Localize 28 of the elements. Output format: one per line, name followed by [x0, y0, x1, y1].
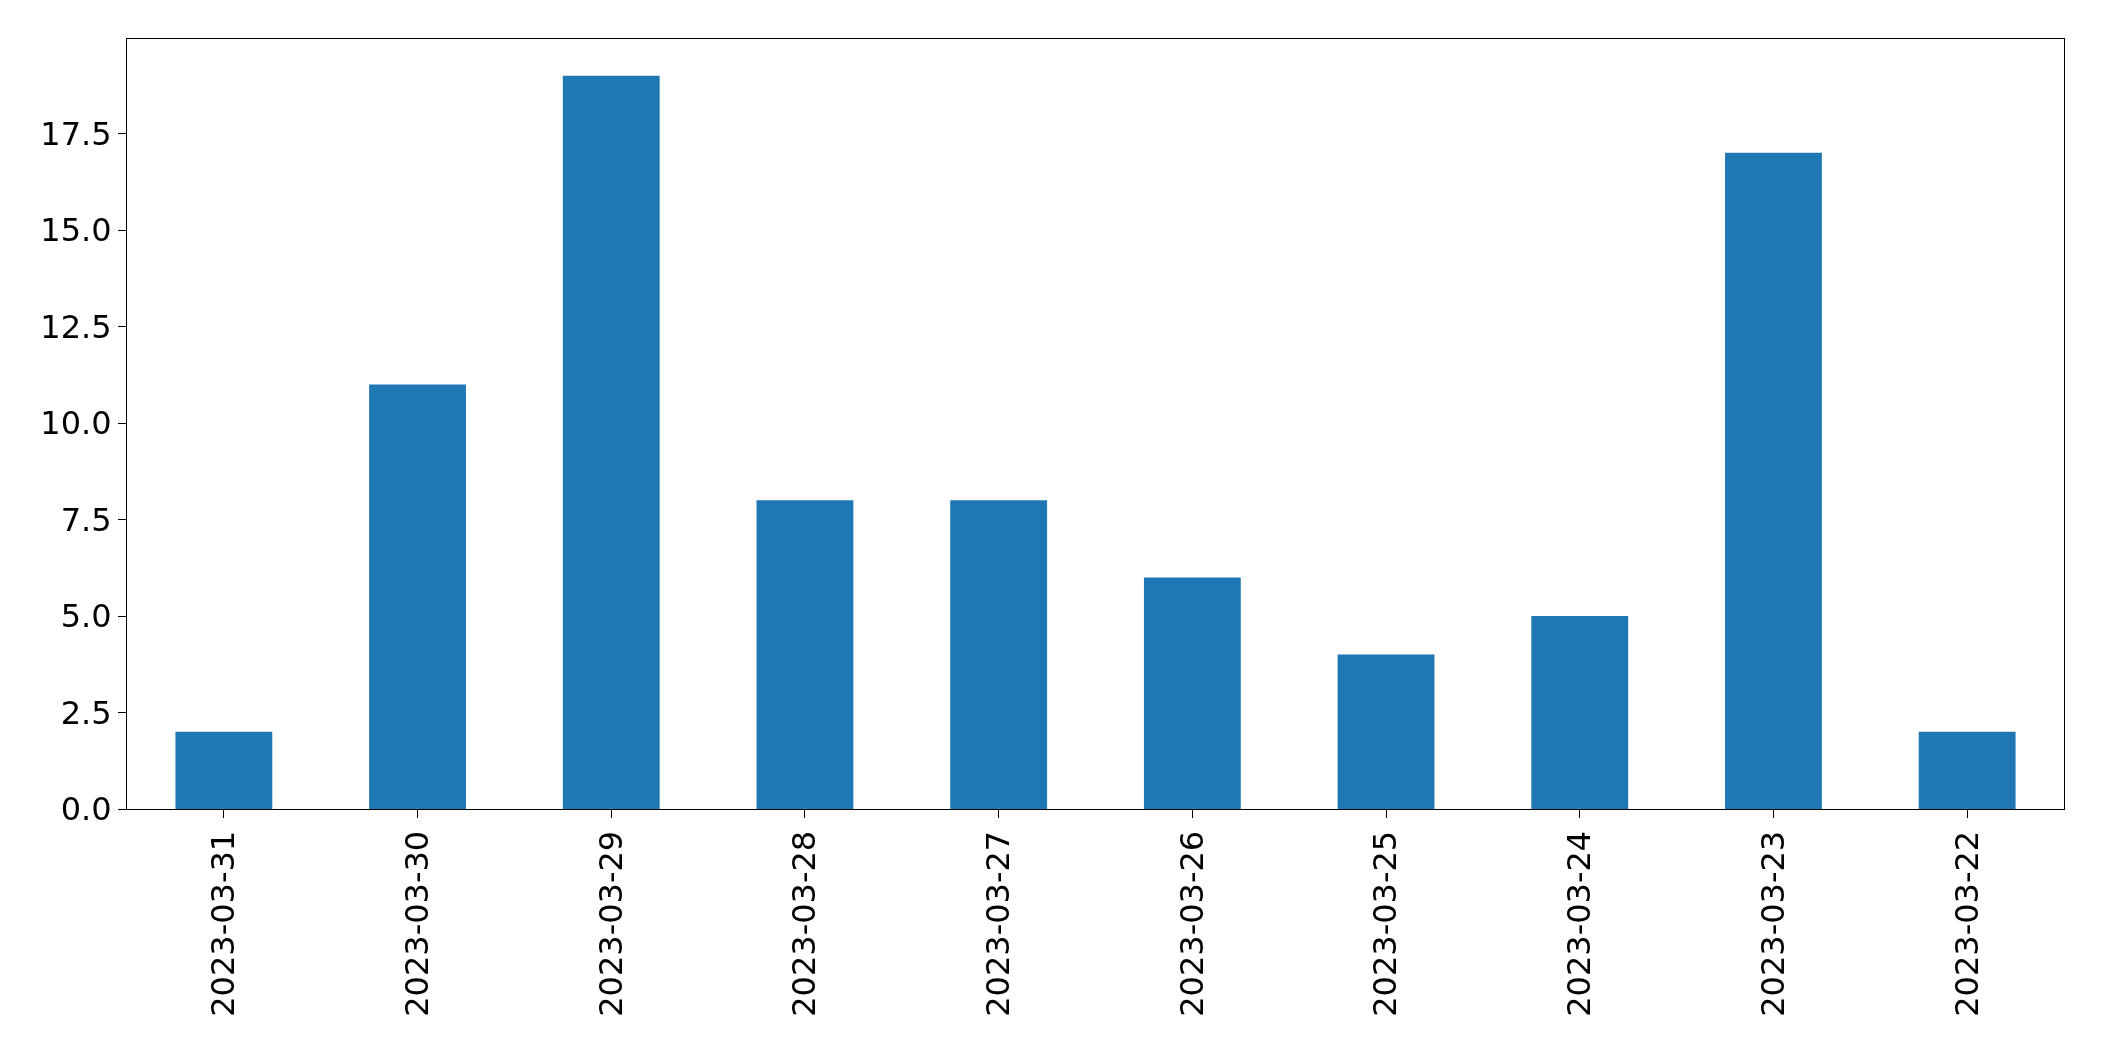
bar: [1143, 577, 1241, 809]
x-tick-label: 2023-03-31: [204, 830, 243, 1017]
y-tick-label: 5.0: [60, 597, 112, 636]
y-tick-label: 12.5: [40, 307, 112, 346]
bar: [1531, 616, 1629, 809]
x-tick-label: 2023-03-30: [397, 830, 436, 1017]
bar: [562, 75, 660, 809]
y-tick-label: 2.5: [60, 693, 112, 732]
x-tick-label: 2023-03-27: [979, 830, 1018, 1017]
y-tick-label: 10.0: [40, 404, 112, 443]
x-tick-label: 2023-03-25: [1366, 830, 1405, 1017]
bar: [756, 500, 854, 809]
bar: [175, 731, 273, 809]
x-tick-label: 2023-03-26: [1172, 830, 1211, 1017]
y-tick-label: 15.0: [40, 211, 112, 250]
bar: [1725, 152, 1822, 809]
y-tick-label: 0.0: [60, 790, 112, 829]
x-tick-label: 2023-03-22: [1947, 830, 1986, 1017]
x-tick-label: 2023-03-24: [1560, 830, 1599, 1017]
bar: [1337, 654, 1435, 809]
bar: [1918, 731, 2016, 809]
bar: [950, 500, 1048, 809]
bar: [369, 384, 466, 809]
x-tick-label: 2023-03-28: [785, 830, 824, 1017]
x-tick-label: 2023-03-23: [1753, 830, 1792, 1017]
x-tick-label: 2023-03-29: [591, 830, 630, 1017]
y-tick-label: 7.5: [60, 500, 112, 539]
y-tick-label: 17.5: [40, 114, 112, 153]
